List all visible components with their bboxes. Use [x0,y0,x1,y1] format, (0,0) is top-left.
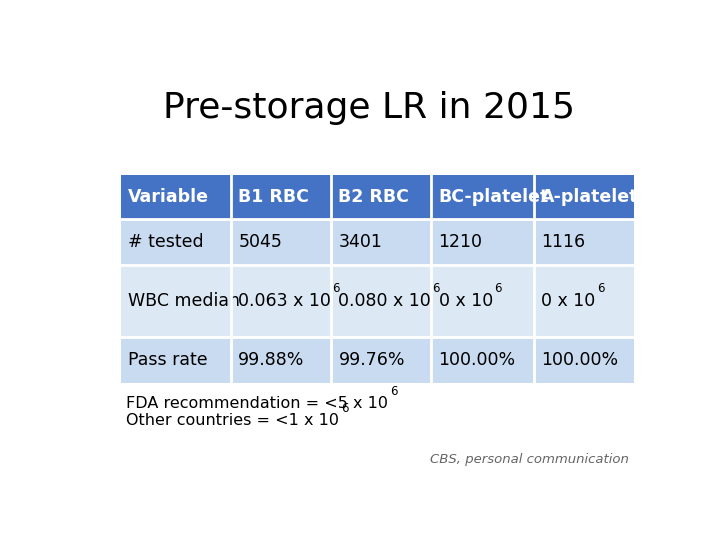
Text: 6: 6 [333,282,340,295]
Text: 5045: 5045 [238,233,282,251]
Text: Pre-storage LR in 2015: Pre-storage LR in 2015 [163,91,575,125]
Text: A-platelet: A-platelet [541,188,639,206]
Bar [121,175,231,219]
Text: 100.00%: 100.00% [541,351,618,369]
Bar [534,337,634,383]
Text: # tested: # tested [128,233,204,251]
Bar [231,265,331,337]
Bar [431,265,534,337]
Bar [331,337,431,383]
Text: 6: 6 [433,282,440,295]
Text: 1116: 1116 [541,233,585,251]
Bar [331,219,431,265]
Text: 3401: 3401 [338,233,382,251]
Text: 6: 6 [597,282,604,295]
Text: B1 RBC: B1 RBC [238,188,309,206]
Bar [534,219,634,265]
Bar [231,175,331,219]
Text: 0.080 x 10: 0.080 x 10 [338,292,431,310]
Text: 6: 6 [341,402,348,415]
Text: 6: 6 [494,282,502,295]
Text: 0 x 10: 0 x 10 [541,292,595,310]
Bar [331,175,431,219]
Bar [431,337,534,383]
Bar [534,175,634,219]
Bar [431,219,534,265]
Bar [121,219,231,265]
Bar [231,219,331,265]
Bar [534,265,634,337]
Text: 1210: 1210 [438,233,482,251]
Text: 0 x 10: 0 x 10 [438,292,492,310]
Text: 99.88%: 99.88% [238,351,305,369]
Bar [121,265,231,337]
Text: 99.76%: 99.76% [338,351,405,369]
Text: BC-platelet: BC-platelet [438,188,549,206]
Text: FDA recommendation = <5 x 10: FDA recommendation = <5 x 10 [126,396,388,411]
Text: Variable: Variable [128,188,209,206]
Bar [231,337,331,383]
Text: 100.00%: 100.00% [438,351,516,369]
Text: B2 RBC: B2 RBC [338,188,409,206]
Bar [121,337,231,383]
Text: Other countries = <1 x 10: Other countries = <1 x 10 [126,413,339,428]
Text: 6: 6 [390,385,397,398]
Bar [331,265,431,337]
Text: 0.063 x 10: 0.063 x 10 [238,292,331,310]
Bar [431,175,534,219]
Text: WBC median: WBC median [128,292,240,310]
Text: CBS, personal communication: CBS, personal communication [430,453,629,467]
Text: Pass rate: Pass rate [128,351,207,369]
